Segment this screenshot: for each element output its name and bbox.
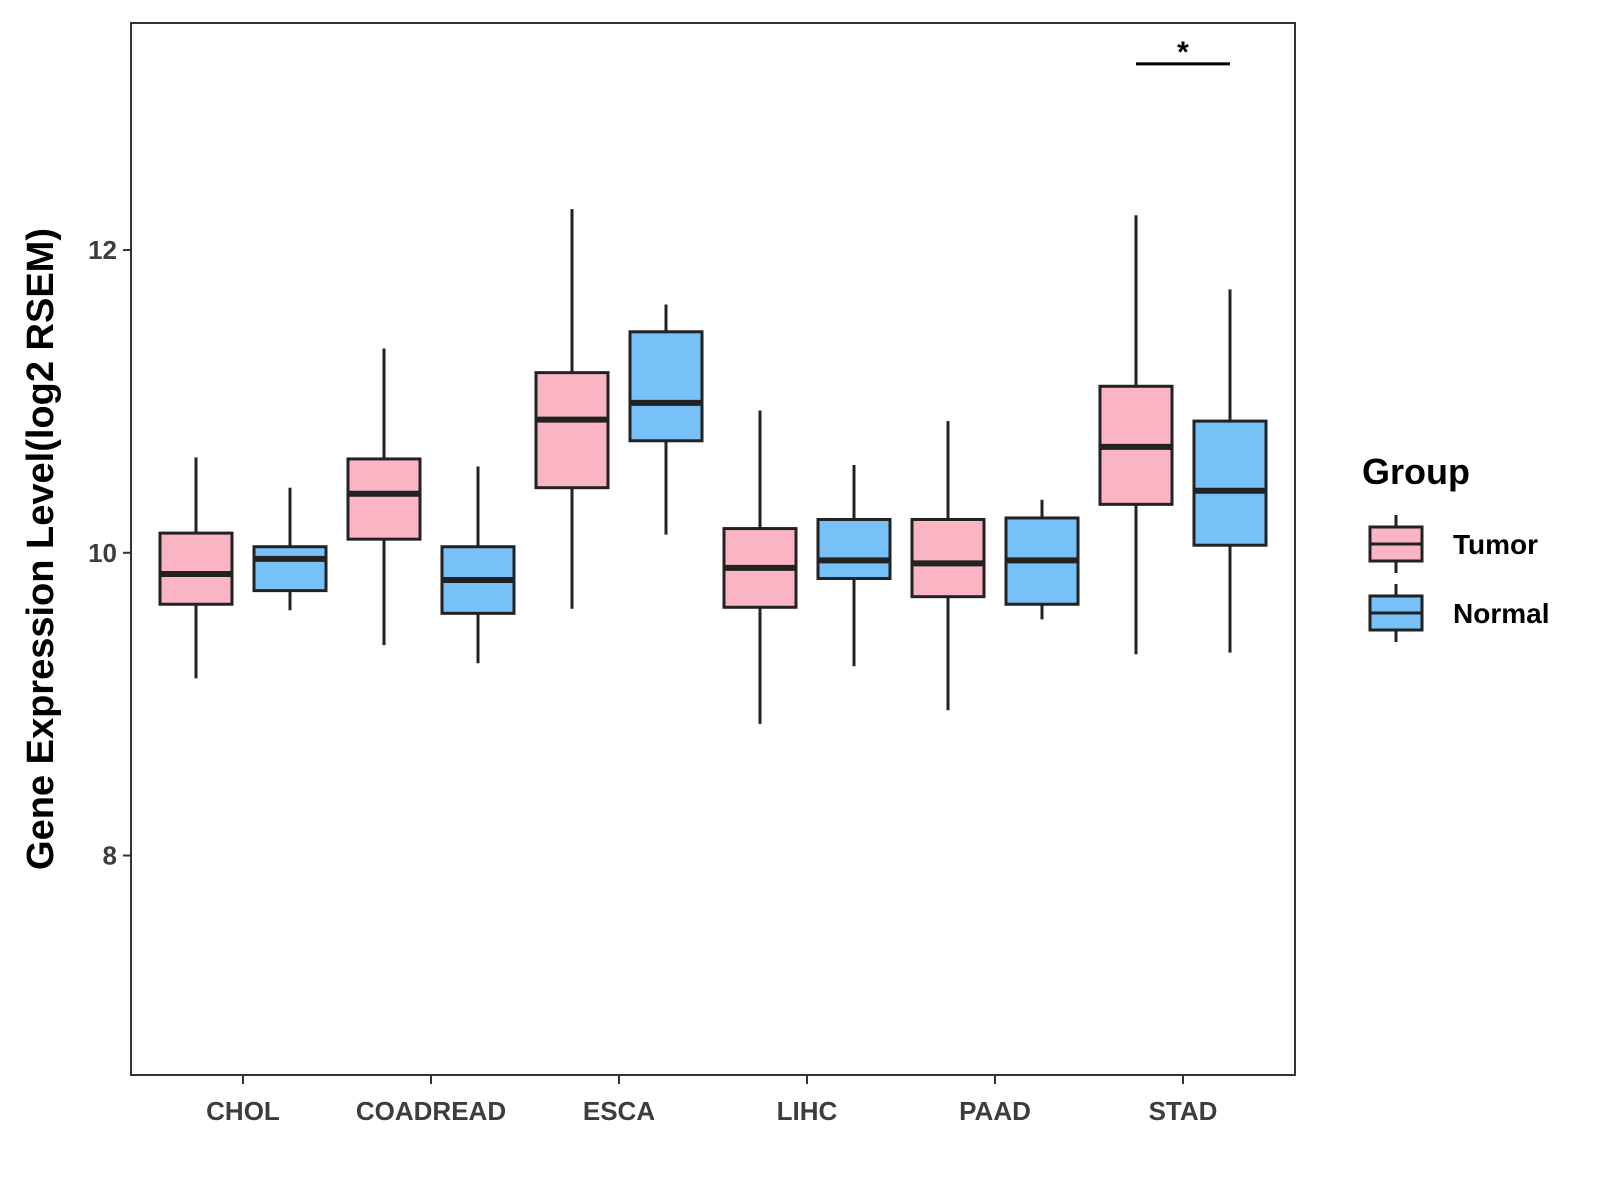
box-body bbox=[158, 531, 234, 606]
legend-item-normal: Normal bbox=[1368, 584, 1549, 642]
box-tumor-paad bbox=[910, 421, 986, 711]
box-normal-stad bbox=[1192, 289, 1268, 653]
box-normal-esca bbox=[628, 304, 704, 535]
box-tumor-lihc bbox=[722, 410, 798, 724]
legend-label: Tumor bbox=[1453, 529, 1538, 560]
box-tumor-chol bbox=[158, 457, 234, 679]
significance-label: * bbox=[1177, 36, 1189, 69]
annotation-layer: * bbox=[1136, 36, 1230, 69]
x-tick-label: CHOL bbox=[206, 1096, 280, 1126]
box-body bbox=[534, 371, 610, 490]
legend-label: Normal bbox=[1453, 598, 1549, 629]
box-body bbox=[252, 545, 328, 593]
x-tick-label: PAAD bbox=[959, 1096, 1031, 1126]
x-tick-label: ESCA bbox=[583, 1096, 655, 1126]
x-tick-label: LIHC bbox=[777, 1096, 838, 1126]
axes-layer: 8 10 12 CHOL COADREAD ESCA LIHC PAAD STAD bbox=[88, 235, 1217, 1126]
box-body bbox=[910, 517, 986, 599]
y-axis-title: Gene Expression Level(log2 RSEM) bbox=[20, 228, 62, 870]
box-normal-coadread bbox=[440, 466, 516, 664]
box-body bbox=[1192, 419, 1268, 547]
y-tick-label: 8 bbox=[103, 841, 117, 871]
x-tick-label: STAD bbox=[1149, 1096, 1218, 1126]
y-tick-label: 12 bbox=[88, 235, 117, 265]
boxes-layer bbox=[158, 209, 1268, 724]
x-tick-label: COADREAD bbox=[356, 1096, 506, 1126]
box-normal-paad bbox=[1004, 499, 1080, 620]
box-normal-chol bbox=[252, 487, 328, 611]
box-normal-lihc bbox=[816, 464, 892, 667]
legend-title: Group bbox=[1362, 451, 1470, 492]
legend-item-tumor: Tumor bbox=[1368, 515, 1538, 573]
box-tumor-esca bbox=[534, 209, 610, 609]
box-tumor-coadread bbox=[346, 348, 422, 646]
box-body bbox=[628, 330, 704, 443]
box-body bbox=[816, 517, 892, 581]
y-tick-label: 10 bbox=[88, 538, 117, 568]
box-body bbox=[346, 457, 422, 541]
box-tumor-stad bbox=[1098, 215, 1174, 655]
legend: Tumor Normal bbox=[1368, 515, 1549, 642]
